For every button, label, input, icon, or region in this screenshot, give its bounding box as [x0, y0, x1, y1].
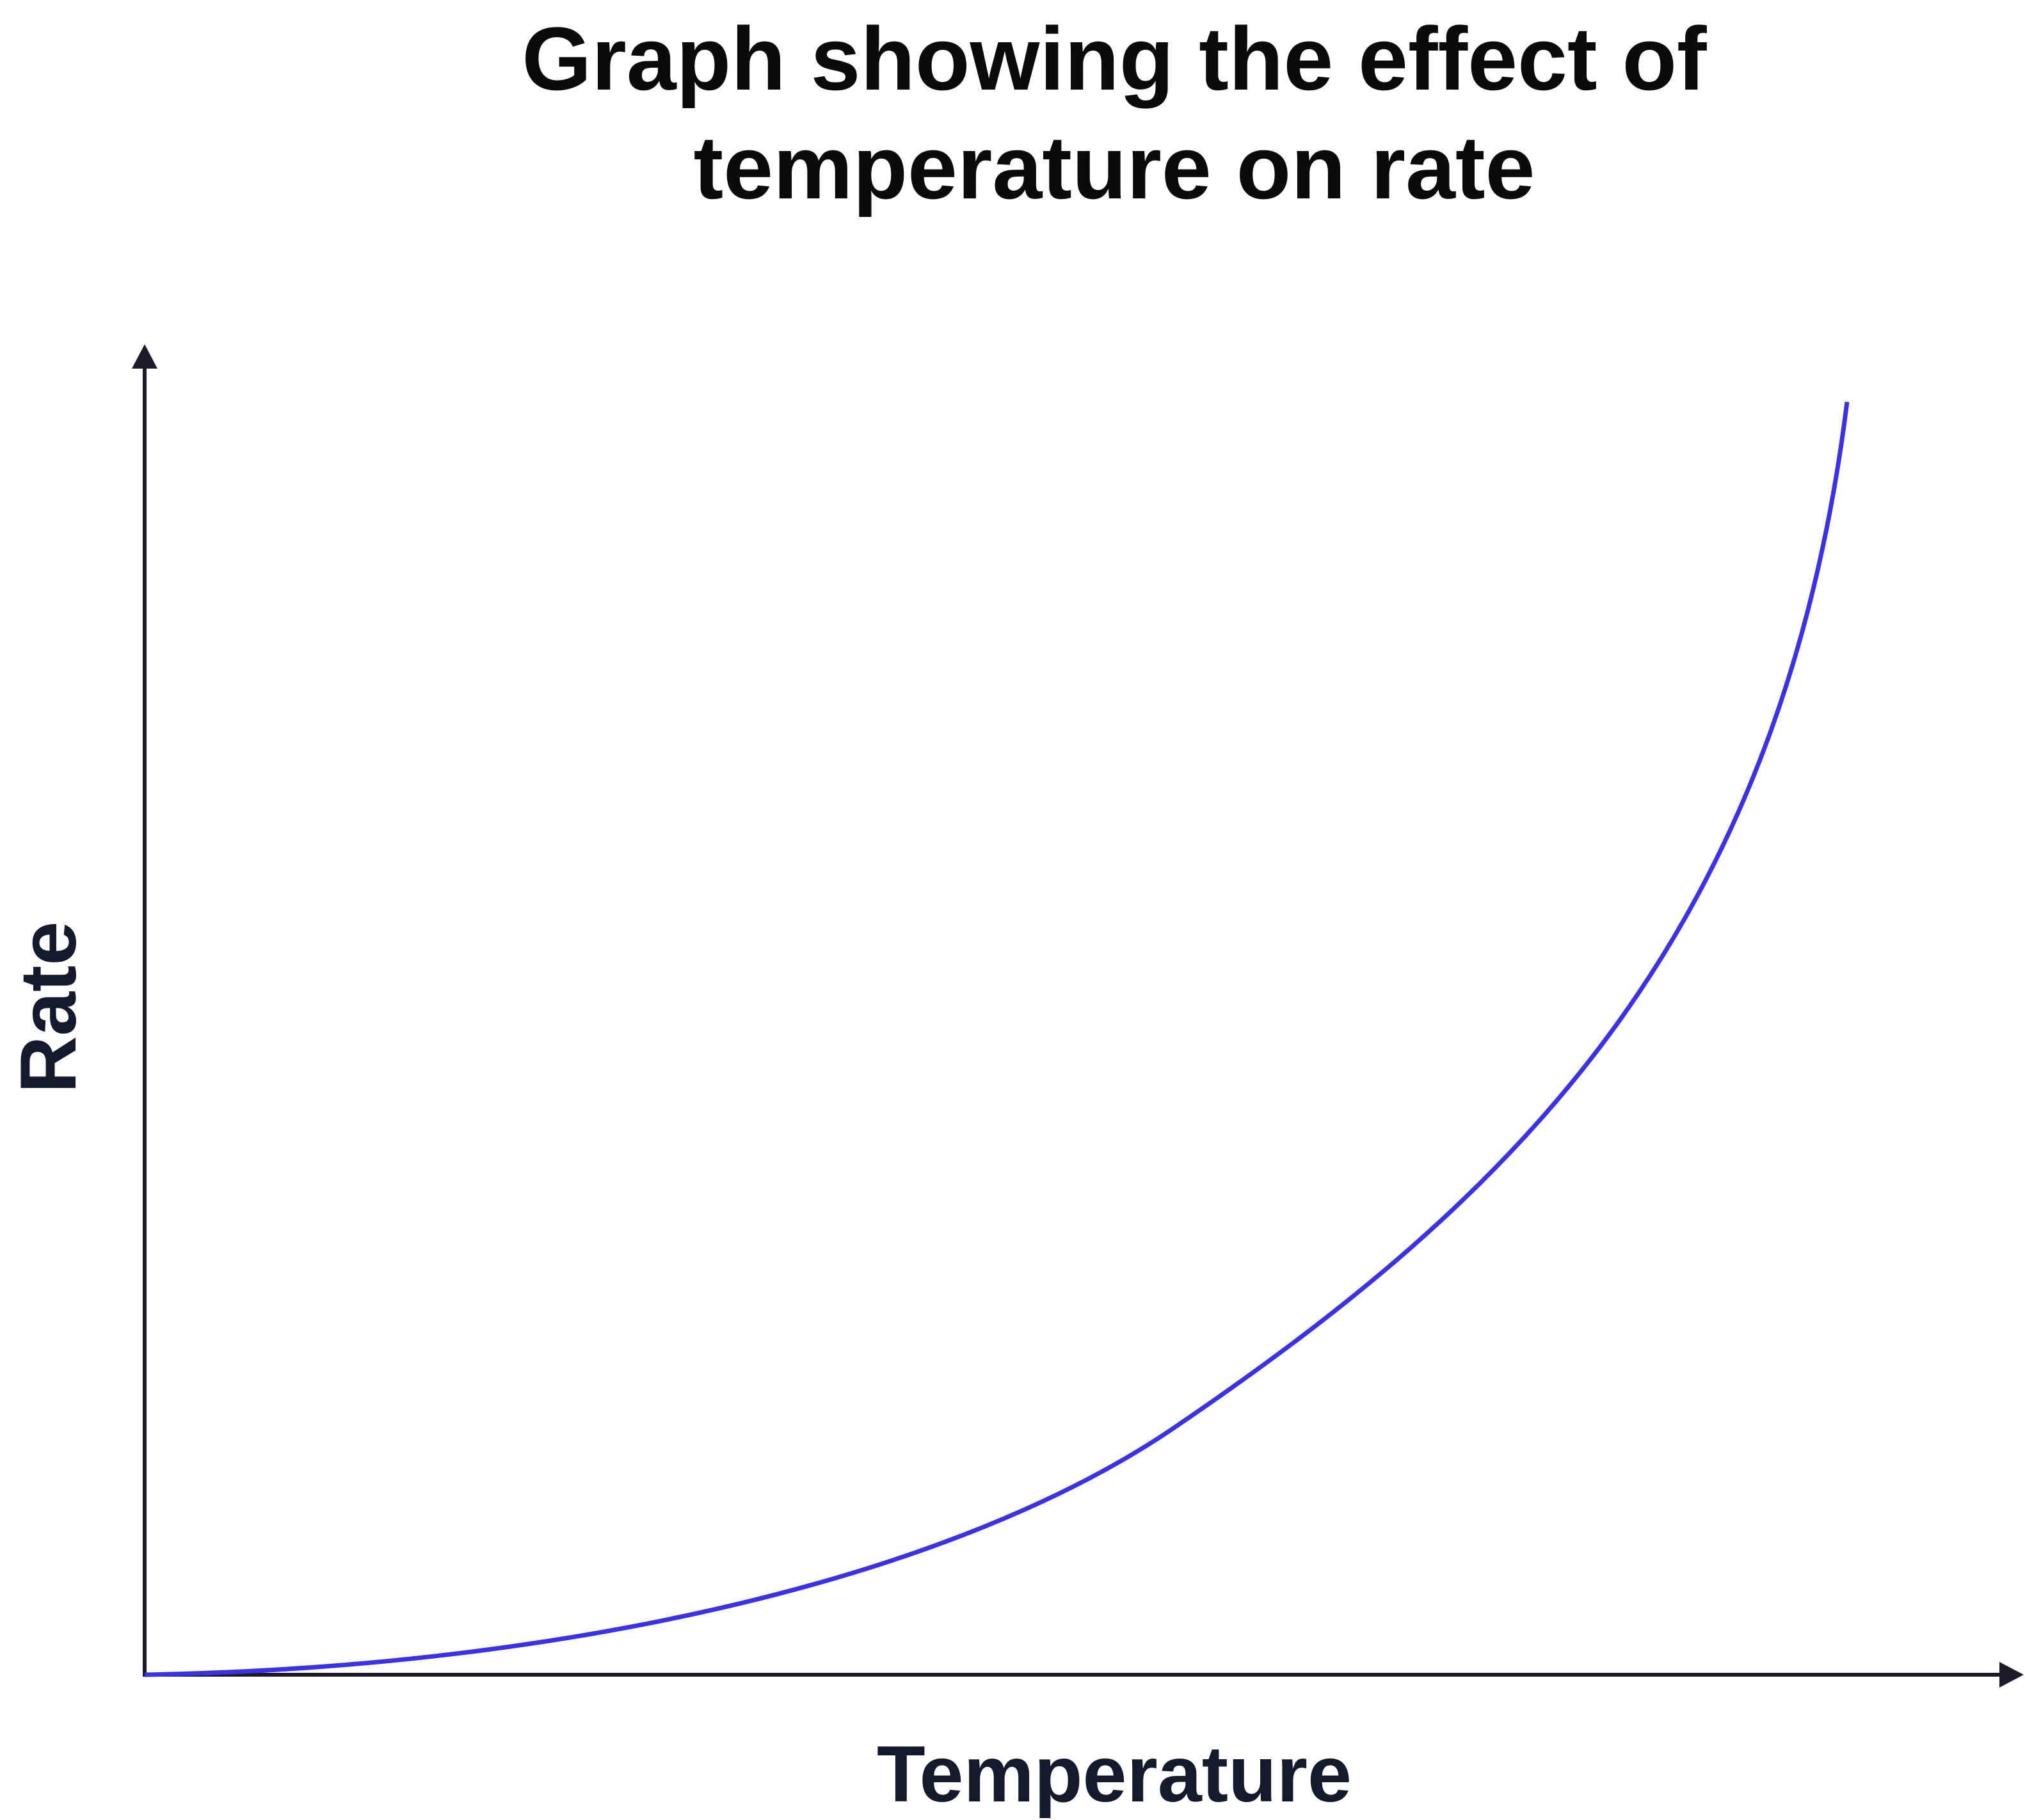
x-axis-label: Temperature [877, 1730, 1352, 1819]
y-axis-label: Rate [4, 922, 93, 1094]
y-axis-arrow [132, 344, 157, 369]
x-axis-arrow [1999, 1662, 2024, 1688]
chart-title-line: temperature on rate [694, 117, 1535, 218]
curve [144, 401, 1850, 1677]
chart-title-line: Graph showing the effect of [522, 8, 1707, 109]
